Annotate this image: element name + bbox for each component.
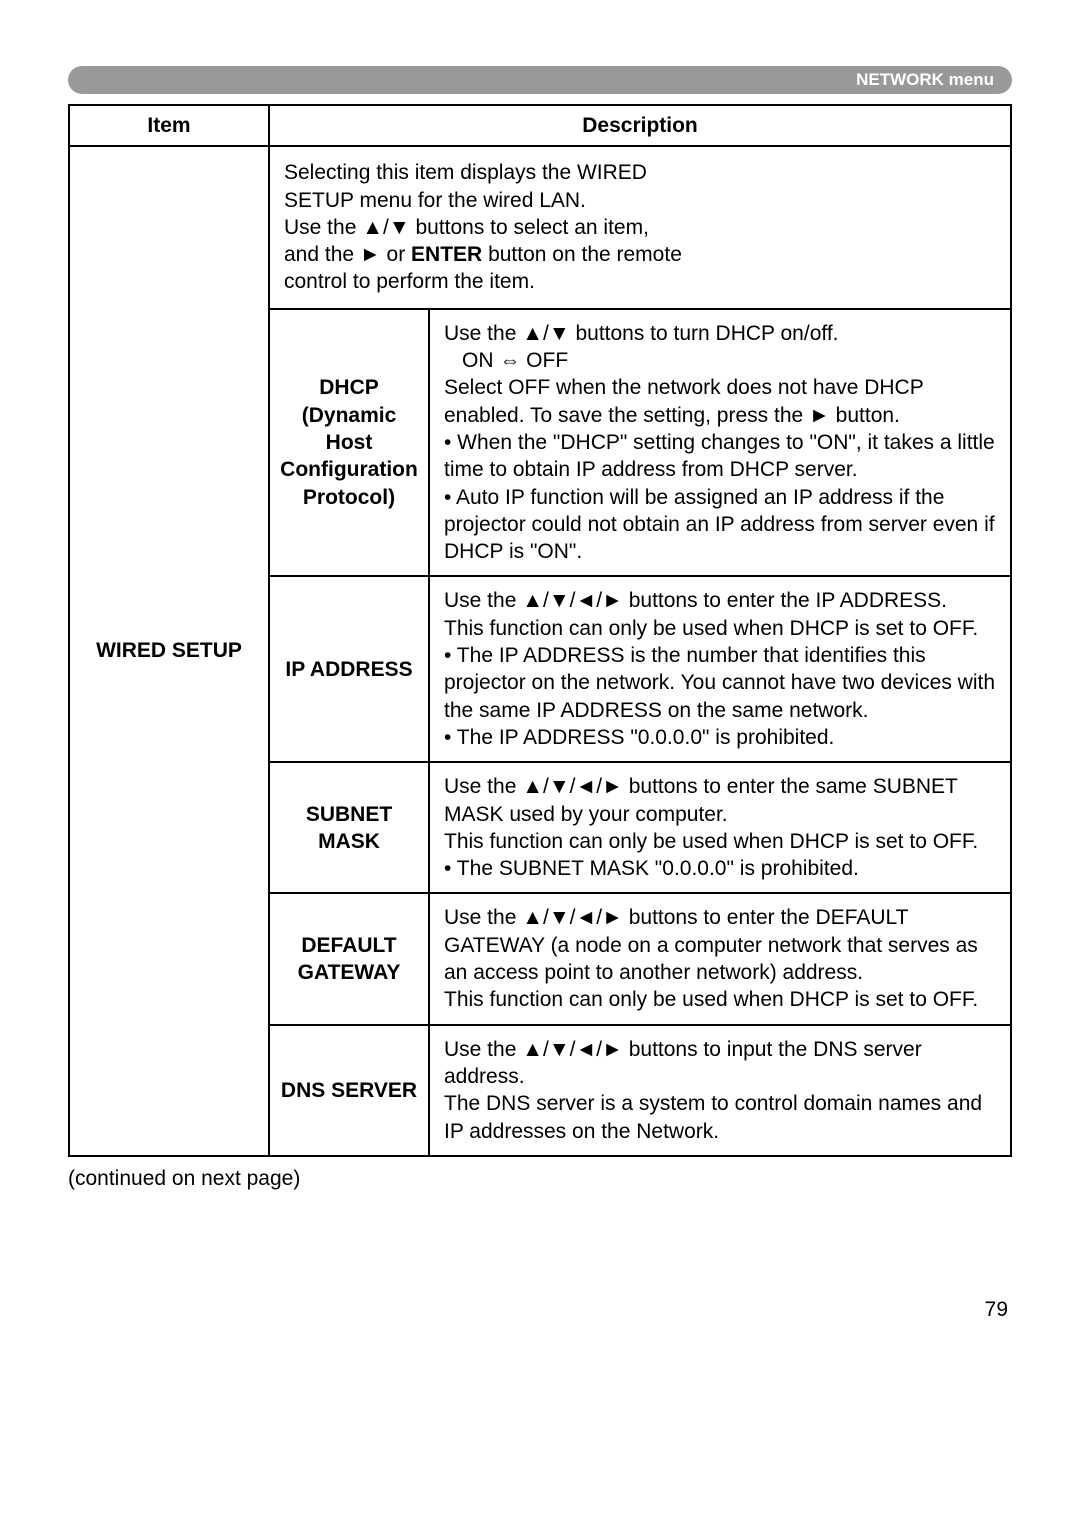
intro-line5: control to perform the item.: [284, 270, 535, 293]
intro-line3b: buttons to select an item,: [410, 216, 649, 239]
gateway-label: DEFAULT GATEWAY: [269, 893, 429, 1024]
col-header-description: Description: [269, 105, 1011, 146]
all4-icon: ▲/▼/◄/►: [522, 906, 623, 929]
dhcp-d4: • When the "DHCP" setting changes to "ON…: [444, 431, 995, 481]
dhcp-l3: Configuration: [280, 458, 418, 481]
dns-label: DNS SERVER: [269, 1025, 429, 1156]
subnet-l1: SUBNET: [306, 803, 392, 826]
gateway-d2: This function can only be used when DHCP…: [444, 988, 978, 1011]
intro-line1: Selecting this item displays the WIRED: [284, 161, 647, 184]
updown-icon: ▲/▼: [362, 216, 409, 239]
intro-line4b: or: [381, 243, 411, 266]
dhcp-d3b: button.: [830, 404, 900, 427]
subnet-d1a: Use the: [444, 775, 522, 798]
subnet-d2: This function can only be used when DHCP…: [444, 830, 978, 853]
col-header-item: Item: [69, 105, 269, 146]
right-icon: ►: [360, 243, 381, 266]
ip-d4: • The IP ADDRESS "0.0.0.0" is prohibited…: [444, 726, 834, 749]
all4-icon: ▲/▼/◄/►: [522, 775, 623, 798]
intro-line2: SETUP menu for the wired LAN.: [284, 189, 586, 212]
dhcp-l1: DHCP: [319, 376, 379, 399]
dhcp-l4: Protocol): [303, 486, 395, 509]
header-title: NETWORK menu: [856, 70, 994, 90]
page-number: 79: [985, 1298, 1008, 1322]
dhcp-d5: • Auto IP function will be assigned an I…: [444, 486, 995, 564]
dns-d2: The DNS server is a system to control do…: [444, 1092, 982, 1142]
wired-setup-label: WIRED SETUP: [69, 146, 269, 1156]
gateway-d1a: Use the: [444, 906, 522, 929]
all4-icon: ▲/▼/◄/►: [522, 589, 623, 612]
intro-line3a: Use the: [284, 216, 362, 239]
subnet-d3: • The SUBNET MASK "0.0.0.0" is prohibite…: [444, 857, 859, 880]
continued-note: (continued on next page): [68, 1167, 1012, 1191]
subnet-description: Use the ▲/▼/◄/► buttons to enter the sam…: [429, 762, 1011, 893]
ip-d3: • The IP ADDRESS is the number that iden…: [444, 644, 995, 722]
ip-description: Use the ▲/▼/◄/► buttons to enter the IP …: [429, 576, 1011, 762]
dns-description: Use the ▲/▼/◄/► buttons to input the DNS…: [429, 1025, 1011, 1156]
dhcp-l2: (Dynamic Host: [302, 404, 397, 454]
gateway-l1: DEFAULT: [301, 934, 396, 957]
enter-label: ENTER: [411, 243, 482, 266]
dhcp-onoff: ON ⇔ OFF: [444, 347, 568, 374]
header-bar: NETWORK menu: [68, 66, 1012, 94]
right-icon: ►: [809, 404, 830, 427]
updown-icon: ▲/▼: [522, 322, 569, 345]
ip-d1b: buttons to enter the IP ADDRESS.: [623, 589, 947, 612]
gateway-description: Use the ▲/▼/◄/► buttons to enter the DEF…: [429, 893, 1011, 1024]
subnet-l2: MASK: [318, 830, 380, 853]
intro-line4a: and the: [284, 243, 360, 266]
dhcp-d1a: Use the: [444, 322, 522, 345]
subnet-label: SUBNET MASK: [269, 762, 429, 893]
ip-d1a: Use the: [444, 589, 522, 612]
all4-icon: ▲/▼/◄/►: [522, 1038, 623, 1061]
dhcp-d1b: buttons to turn DHCP on/off.: [570, 322, 839, 345]
dhcp-description: Use the ▲/▼ buttons to turn DHCP on/off.…: [429, 309, 1011, 577]
wired-setup-intro: Selecting this item displays the WIRED S…: [269, 146, 1011, 308]
network-menu-table: Item Description WIRED SETUP Selecting t…: [68, 104, 1012, 1157]
dhcp-label: DHCP (Dynamic Host Configuration Protoco…: [269, 309, 429, 577]
dns-d1a: Use the: [444, 1038, 522, 1061]
ip-label: IP ADDRESS: [269, 576, 429, 762]
ip-d2: This function can only be used when DHCP…: [444, 617, 978, 640]
gateway-l2: GATEWAY: [298, 961, 401, 984]
intro-line4c: button on the remote: [482, 243, 682, 266]
